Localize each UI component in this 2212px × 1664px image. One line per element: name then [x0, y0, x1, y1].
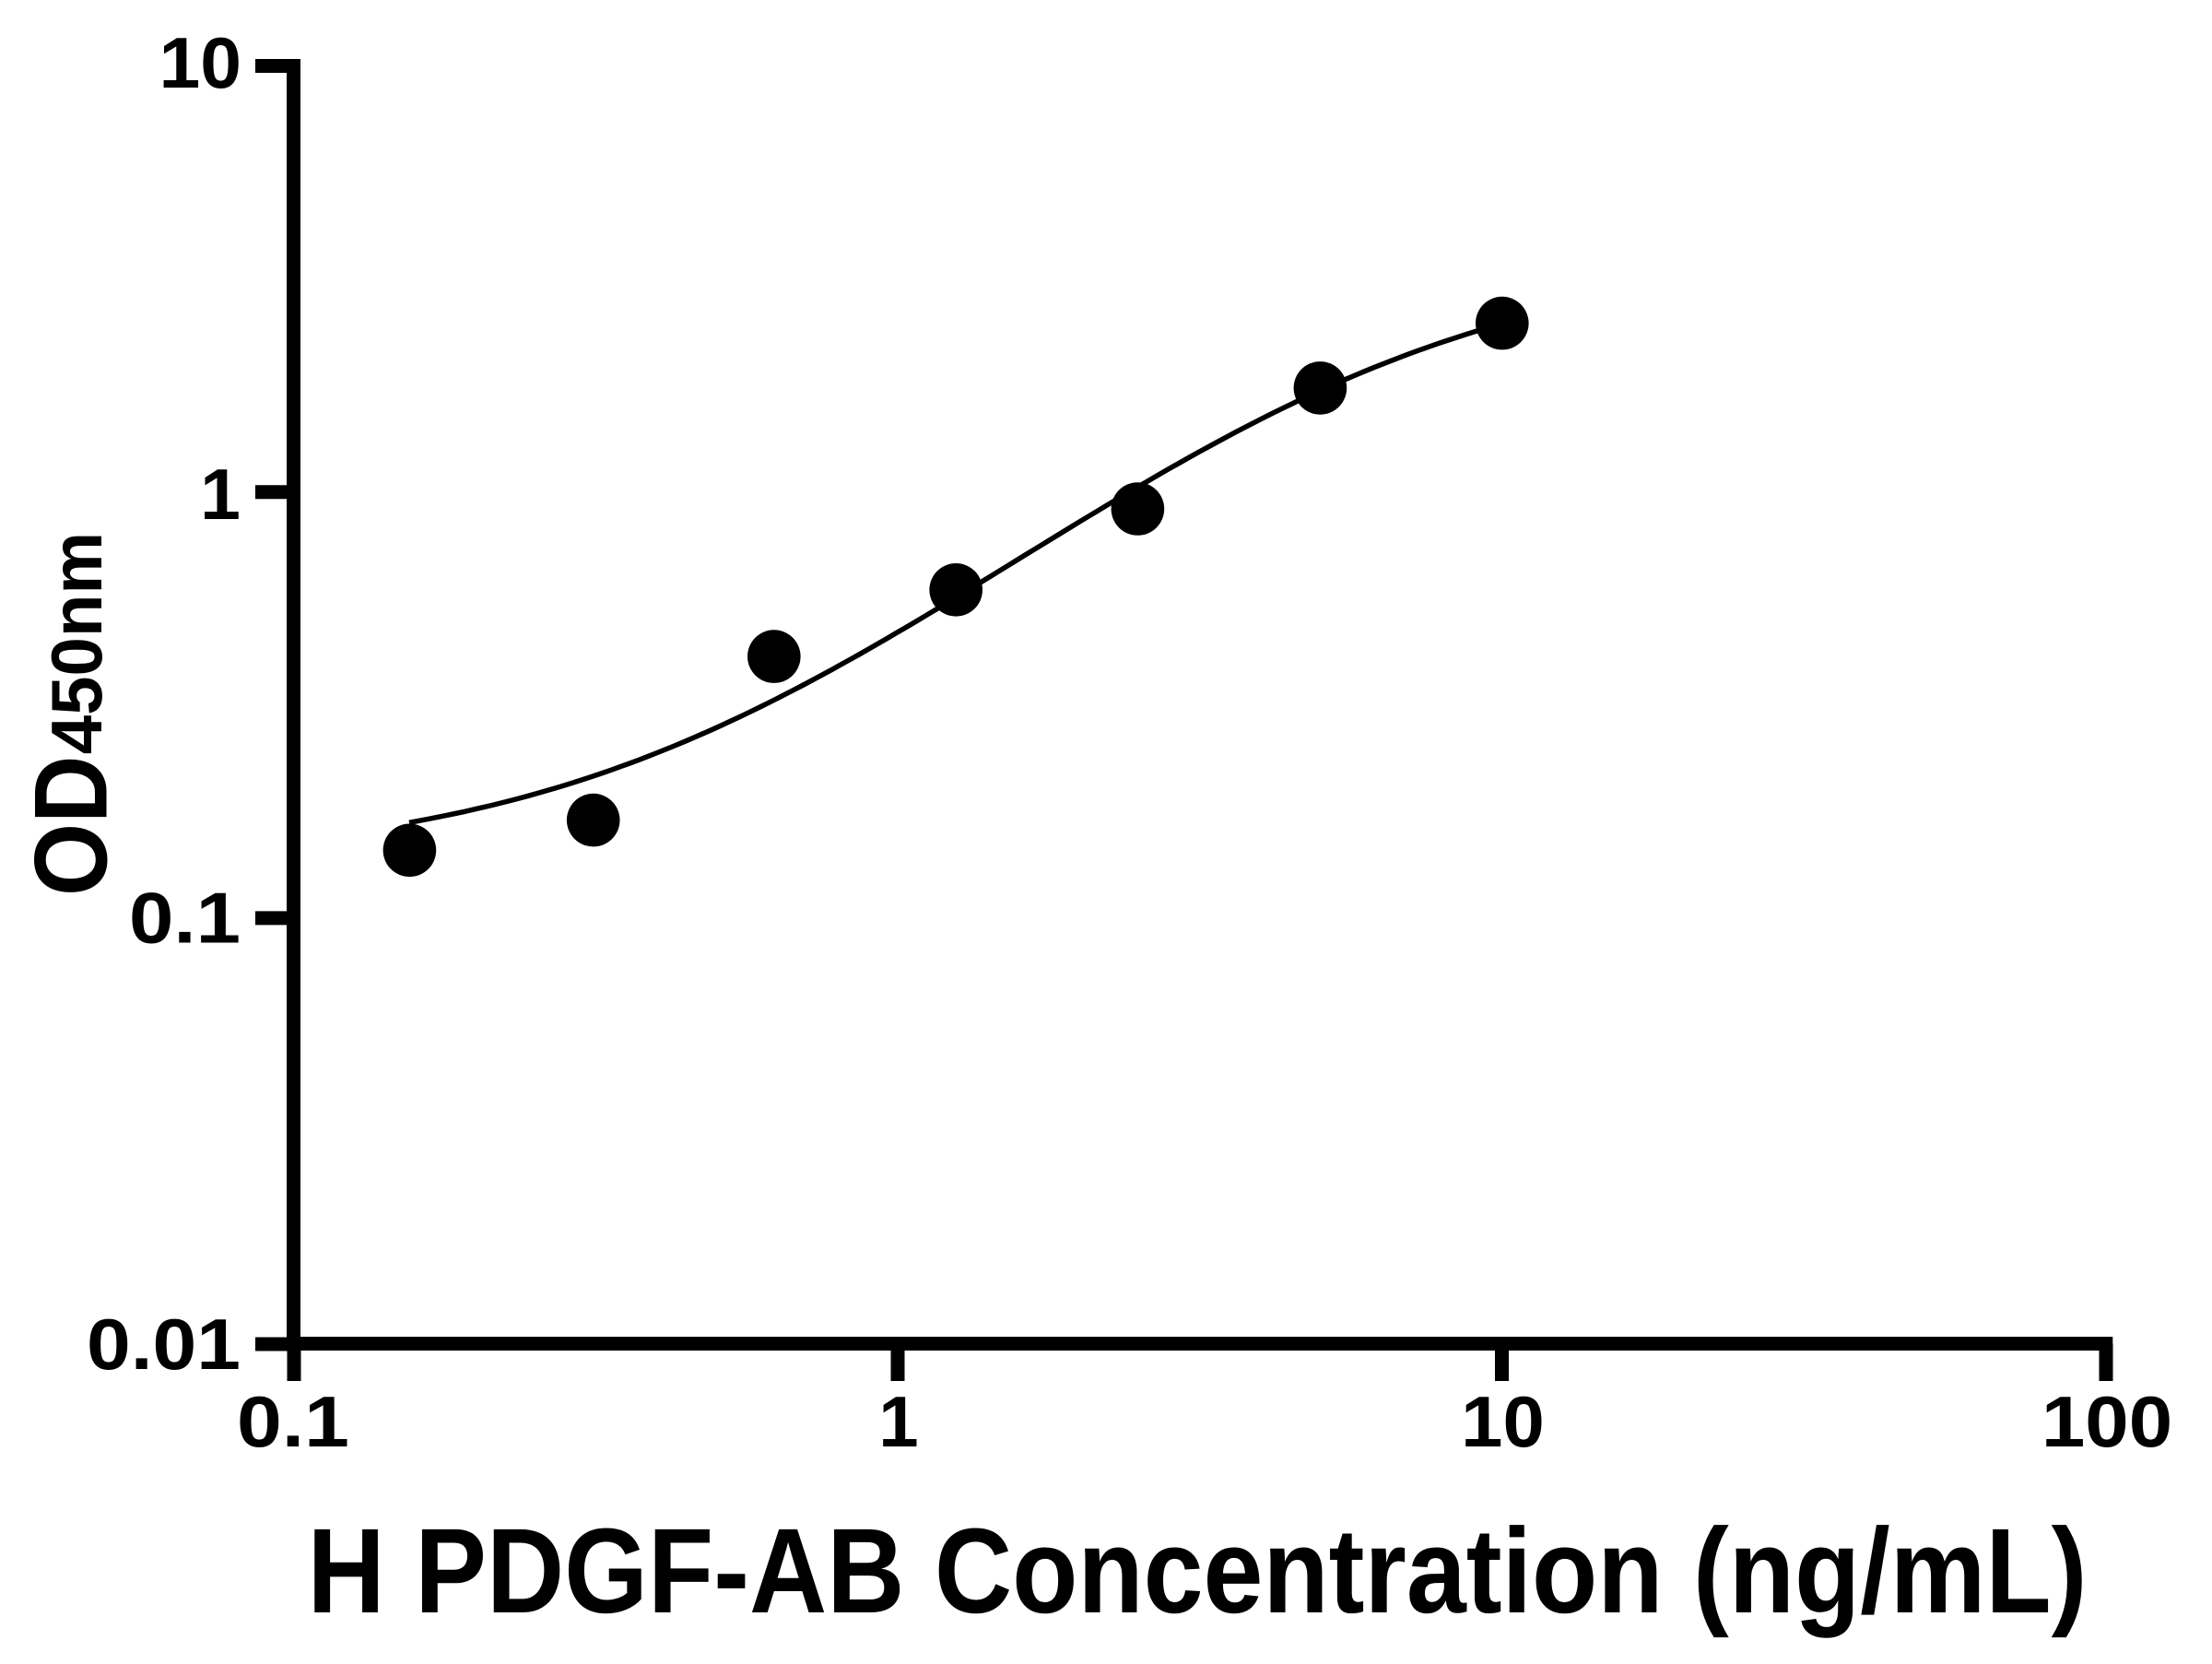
- svg-text:0.1: 0.1: [237, 1381, 349, 1462]
- svg-text:450nm: 450nm: [36, 532, 117, 755]
- svg-text:OD: OD: [13, 755, 128, 896]
- svg-text:1: 1: [200, 454, 241, 535]
- svg-text:100: 100: [2041, 1381, 2172, 1462]
- svg-text:1: 1: [878, 1381, 918, 1462]
- svg-text:H PDGF-AB Concentration (ng/mL: H PDGF-AB Concentration (ng/mL): [308, 1503, 2088, 1638]
- svg-text:10: 10: [159, 22, 242, 103]
- svg-text:10: 10: [1461, 1381, 1545, 1462]
- svg-text:0.01: 0.01: [87, 1304, 241, 1385]
- svg-text:0.1: 0.1: [129, 878, 241, 959]
